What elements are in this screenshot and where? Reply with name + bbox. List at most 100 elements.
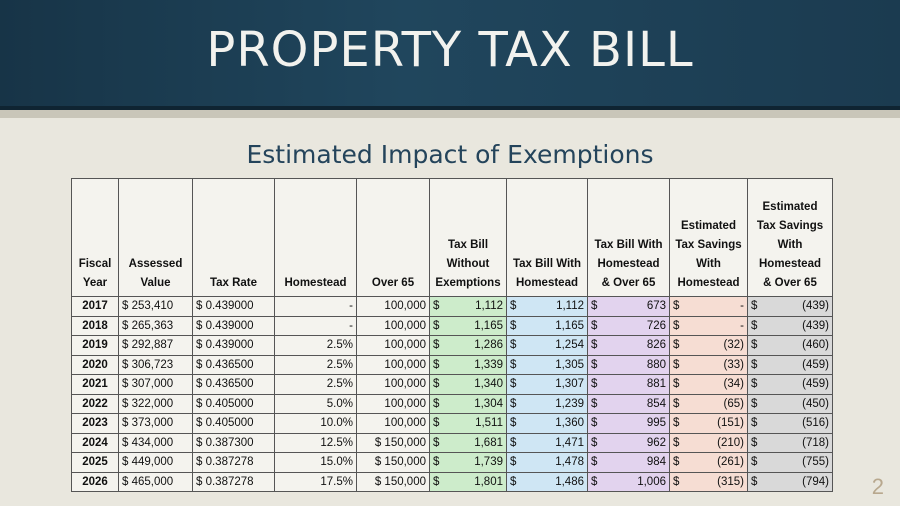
fiscal-year-cell: 2017 bbox=[71, 296, 119, 317]
header-line: Tax Bill With bbox=[594, 239, 663, 251]
over-65-cell: 100,000 bbox=[356, 393, 430, 414]
sav-h-cell: $ (65) bbox=[669, 393, 748, 414]
homestead-cell: 2.5% bbox=[274, 374, 357, 395]
amount-value: (261) bbox=[717, 456, 744, 469]
header-fiscal-year: Fiscal Year bbox=[71, 178, 119, 297]
fiscal-year-cell: 2023 bbox=[71, 413, 119, 434]
currency-symbol: $ bbox=[591, 378, 598, 391]
amount-value: (718) bbox=[802, 436, 829, 449]
homestead-cell: 10.0% bbox=[274, 413, 357, 434]
amount-value: 962 bbox=[646, 436, 666, 449]
homestead-cell: 12.5% bbox=[274, 432, 357, 453]
currency-symbol: $ bbox=[591, 436, 598, 449]
no-ex-cell: $1,304 bbox=[429, 393, 507, 414]
slide-title: PROPERTY TAX BILL bbox=[206, 22, 694, 78]
assessed-value-cell: $ 265,363 bbox=[118, 315, 193, 336]
amount-value: (459) bbox=[802, 358, 829, 371]
homestead-cell: - bbox=[274, 296, 357, 317]
with-h-cell: $1,307 bbox=[506, 374, 588, 395]
header-savings-with-homestead-over-65: Estimated Tax Savings With Homestead & Over … bbox=[747, 178, 833, 297]
no-ex-cell: $1,286 bbox=[429, 335, 507, 356]
with-h-cell: $1,360 bbox=[506, 413, 588, 434]
sav-h-cell: $ (315) bbox=[669, 471, 748, 492]
amount-value: (32) bbox=[723, 339, 744, 352]
currency-symbol: $ bbox=[433, 475, 440, 488]
title-banner: PROPERTY TAX BILL bbox=[0, 0, 900, 110]
currency-symbol: $ bbox=[510, 300, 517, 313]
with-h65-cell: $673 bbox=[587, 296, 670, 317]
currency-symbol: $ bbox=[433, 417, 440, 430]
currency-symbol: $ bbox=[510, 417, 517, 430]
assessed-value-cell: $ 434,000 bbox=[118, 432, 193, 453]
sav-h65-cell: $ (450) bbox=[747, 393, 833, 414]
currency-symbol: $ bbox=[510, 475, 517, 488]
header-homestead: Homestead bbox=[274, 178, 357, 297]
currency-symbol: $ bbox=[751, 436, 758, 449]
tax-rate-cell: $ 0.436500 bbox=[192, 374, 275, 395]
currency-symbol: $ bbox=[751, 397, 758, 410]
sav-h65-cell: $ (718) bbox=[747, 432, 833, 453]
sav-h-cell: $ (151) bbox=[669, 413, 748, 434]
table-subtitle: Estimated Impact of Exemptions bbox=[246, 140, 654, 169]
tax-rate-cell: $ 0.436500 bbox=[192, 354, 275, 375]
currency-symbol: $ bbox=[591, 358, 598, 371]
currency-symbol: $ bbox=[510, 358, 517, 371]
homestead-cell: 2.5% bbox=[274, 335, 357, 356]
amount-value: 673 bbox=[646, 300, 666, 313]
table-row: 2026 $ 465,000 $ 0.387278 17.5% $ 150,000 $1,… bbox=[71, 471, 833, 492]
currency-symbol: $ bbox=[433, 436, 440, 449]
currency-symbol: $ bbox=[433, 358, 440, 371]
no-ex-cell: $1,112 bbox=[429, 296, 507, 317]
exemptions-table: Fiscal Year Assessed Value Tax Rate Homest… bbox=[71, 178, 833, 492]
fiscal-year-cell: 2026 bbox=[71, 471, 119, 492]
amount-value: (794) bbox=[802, 475, 829, 488]
fiscal-year-cell: 2018 bbox=[71, 315, 119, 336]
currency-symbol: $ bbox=[591, 319, 598, 332]
amount-value: (210) bbox=[717, 436, 744, 449]
header-line: Tax Rate bbox=[209, 277, 258, 289]
homestead-cell: 5.0% bbox=[274, 393, 357, 414]
currency-symbol: $ bbox=[510, 319, 517, 332]
header-line: Value bbox=[140, 277, 171, 289]
amount-value: 1,471 bbox=[555, 436, 584, 449]
currency-symbol: $ bbox=[433, 300, 440, 313]
currency-symbol: $ bbox=[591, 456, 598, 469]
with-h65-cell: $854 bbox=[587, 393, 670, 414]
amount-value: 984 bbox=[646, 456, 666, 469]
sav-h-cell: $ (32) bbox=[669, 335, 748, 356]
amount-value: 1,801 bbox=[474, 475, 503, 488]
header-line: Over 65 bbox=[371, 277, 415, 289]
amount-value: 1,112 bbox=[556, 300, 584, 313]
fiscal-year-cell: 2021 bbox=[71, 374, 119, 395]
header-assessed-value: Assessed Value bbox=[118, 178, 193, 297]
currency-symbol: $ bbox=[751, 339, 758, 352]
amount-value: - bbox=[740, 319, 744, 332]
over-65-cell: $ 150,000 bbox=[356, 432, 430, 453]
header-line: Tax Savings bbox=[675, 239, 742, 251]
header-tax-bill-with-homestead: Tax Bill With Homestead bbox=[506, 178, 588, 297]
assessed-value-cell: $ 465,000 bbox=[118, 471, 193, 492]
tax-rate-cell: $ 0.387300 bbox=[192, 432, 275, 453]
homestead-cell: 15.0% bbox=[274, 452, 357, 473]
with-h-cell: $1,471 bbox=[506, 432, 588, 453]
with-h65-cell: $962 bbox=[587, 432, 670, 453]
table-row: 2022 $ 322,000 $ 0.405000 5.0% 100,000 $1,304… bbox=[71, 393, 833, 414]
table-row: 2025 $ 449,000 $ 0.387278 15.0% $ 150,000 $1,… bbox=[71, 452, 833, 473]
no-ex-cell: $1,681 bbox=[429, 432, 507, 453]
header-line: With bbox=[777, 239, 803, 251]
table-row: 2018 $ 265,363 $ 0.439000-100,000 $1,165 $1,… bbox=[71, 315, 833, 336]
table-row: 2019 $ 292,887 $ 0.439000 2.5% 100,000 $1,286… bbox=[71, 335, 833, 356]
assessed-value-cell: $ 307,000 bbox=[118, 374, 193, 395]
amount-value: (34) bbox=[723, 378, 744, 391]
fiscal-year-cell: 2022 bbox=[71, 393, 119, 414]
header-line: Assessed bbox=[128, 258, 183, 270]
sav-h65-cell: $ (460) bbox=[747, 335, 833, 356]
sav-h-cell: $ (33) bbox=[669, 354, 748, 375]
table-row: 2020 $ 306,723 $ 0.436500 2.5% 100,000 $1,339… bbox=[71, 354, 833, 375]
over-65-cell: $ 150,000 bbox=[356, 471, 430, 492]
over-65-cell: 100,000 bbox=[356, 315, 430, 336]
homestead-cell: - bbox=[274, 315, 357, 336]
currency-symbol: $ bbox=[751, 475, 758, 488]
header-line: Homestead bbox=[516, 277, 578, 289]
header-line: Estimated bbox=[681, 220, 736, 232]
